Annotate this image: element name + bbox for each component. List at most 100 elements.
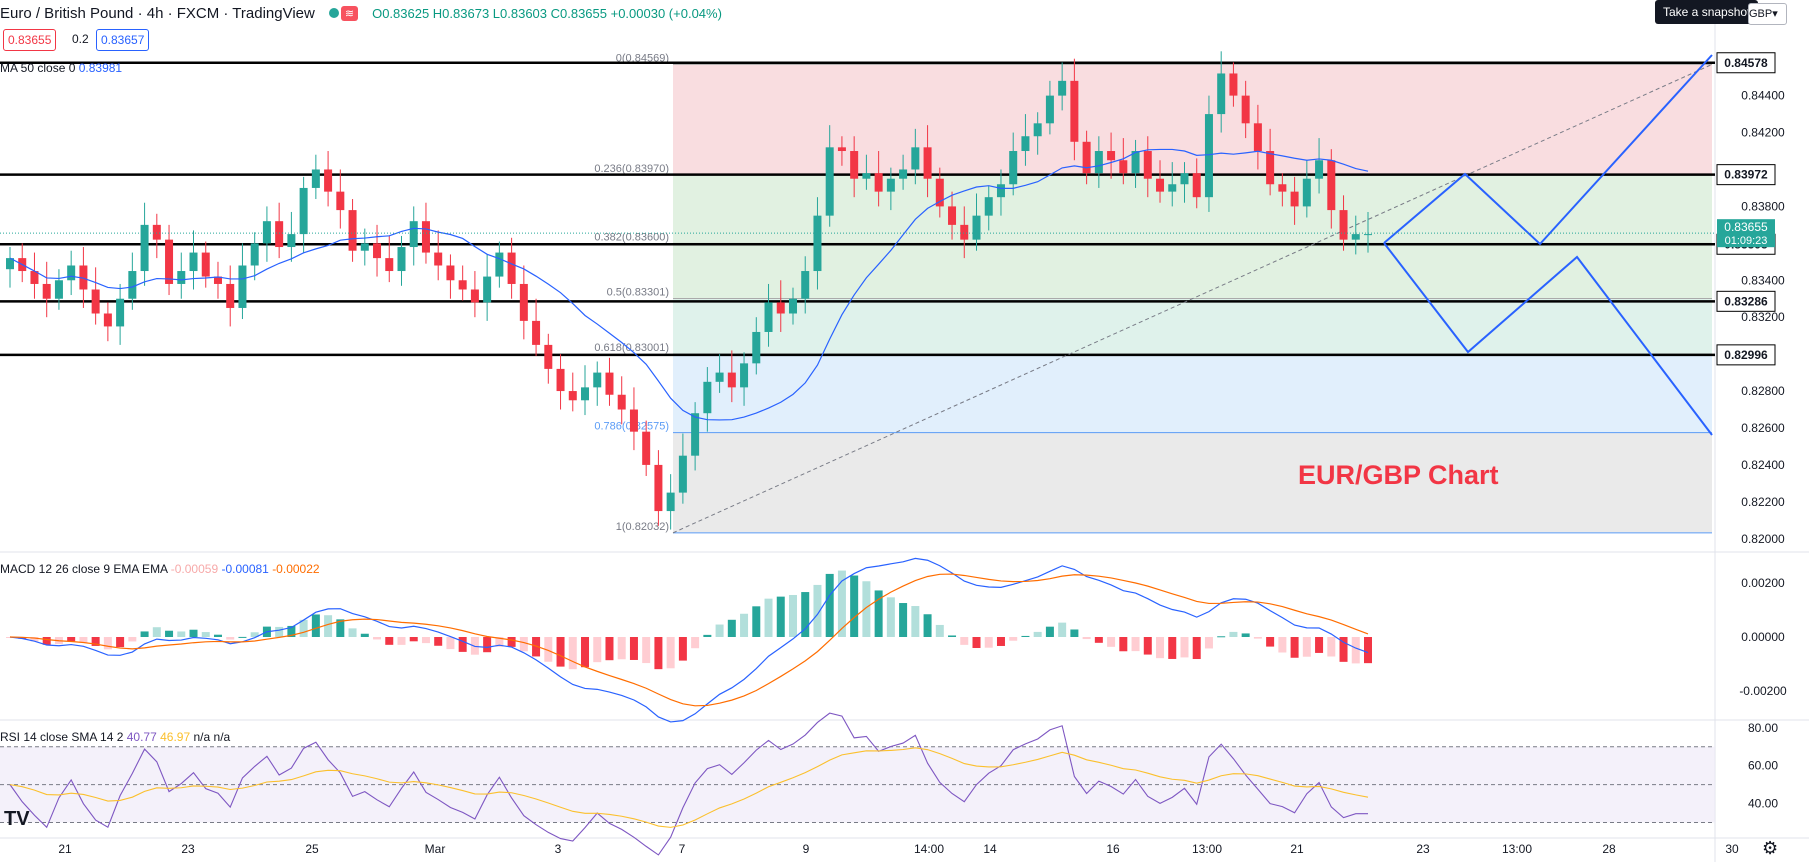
candle-body xyxy=(1266,151,1275,185)
macd-signal-value: -0.00022 xyxy=(272,562,320,576)
macd-histogram-bar xyxy=(201,632,210,637)
candle-body xyxy=(54,280,63,299)
macd-histogram-bar xyxy=(996,637,1005,646)
candle-body xyxy=(1364,234,1372,236)
macd-histogram-bar xyxy=(91,637,100,646)
macd-histogram-bar xyxy=(1180,637,1189,658)
candle-body xyxy=(1351,234,1360,240)
candle-body xyxy=(727,372,736,388)
candle-body xyxy=(1107,151,1116,161)
candle-body xyxy=(1021,136,1030,152)
candle-body xyxy=(1033,123,1042,137)
ma-legend[interactable]: MA 50 close 0 0.83981 xyxy=(0,61,122,75)
macd-histogram-bar xyxy=(1266,637,1275,647)
candle-body xyxy=(1302,178,1311,207)
currency-select[interactable]: GBP▾ xyxy=(1748,3,1787,25)
macd-histogram-bar xyxy=(813,584,822,637)
rsi-value: 40.77 xyxy=(126,730,157,744)
candle-body xyxy=(1192,173,1201,198)
level-tag xyxy=(1716,164,1776,186)
candle-body xyxy=(287,234,296,248)
macd-histogram-bar xyxy=(1082,637,1091,640)
candle-body xyxy=(911,147,920,170)
rsi-sma-value: 46.97 xyxy=(160,730,191,744)
candle-body xyxy=(568,391,577,401)
candle-body xyxy=(1156,178,1165,192)
macd-histogram-bar xyxy=(287,625,296,637)
candle-body xyxy=(862,173,871,179)
macd-histogram-bar xyxy=(801,592,810,637)
candle-body xyxy=(458,280,467,290)
macd-legend[interactable]: MACD 12 26 close 9 EMA EMA -0.00059 -0.0… xyxy=(0,562,320,576)
candle-body xyxy=(1143,151,1152,179)
macd-histogram-bar xyxy=(678,637,687,661)
rsi-legend[interactable]: RSI 14 close SMA 14 2 40.77 46.97 n/a n/… xyxy=(0,730,230,744)
projection-line-bearish xyxy=(1383,242,1713,436)
gear-icon[interactable]: ⚙ xyxy=(1762,838,1779,858)
ma-line xyxy=(9,148,1369,421)
level-tag xyxy=(1716,290,1776,312)
macd-histogram-bar xyxy=(740,613,749,637)
candle-body xyxy=(654,464,663,512)
tradingview-logo-icon[interactable]: TV xyxy=(4,808,30,830)
candle-body xyxy=(801,271,810,299)
macd-histogram-bar xyxy=(1290,637,1299,658)
price-tick: 0.83200 xyxy=(1741,310,1785,324)
macd-histogram-bar xyxy=(1009,637,1018,641)
fib-label: 0.5(0.83301) xyxy=(607,287,669,299)
candle-body xyxy=(837,147,846,152)
macd-histogram-bar xyxy=(1070,629,1079,637)
rsi-na: n/a n/a xyxy=(193,730,231,744)
candle-body xyxy=(397,247,406,272)
macd-histogram-bar xyxy=(250,632,259,637)
price-tick: 0.82400 xyxy=(1741,458,1785,472)
symbol-title[interactable]: Euro / British Pound · 4h · FXCM · Tradi… xyxy=(0,4,315,22)
candle-body xyxy=(923,147,932,179)
macd-histogram-bar xyxy=(348,628,357,637)
macd-histogram-bar xyxy=(666,637,675,669)
time-label: 23 xyxy=(1416,842,1430,856)
macd-histogram-bar xyxy=(446,637,455,650)
candle-body xyxy=(788,298,797,314)
macd-histogram-bar xyxy=(67,637,76,642)
candle-body xyxy=(1082,141,1091,174)
macd-histogram-bar xyxy=(911,606,920,637)
macd-histogram-bar xyxy=(837,570,846,637)
candle-body xyxy=(1241,95,1250,124)
level-tag-text: 0.83286 xyxy=(1724,294,1768,308)
macd-histogram-bar xyxy=(1278,637,1287,653)
macd-histogram-bar xyxy=(532,637,541,657)
macd-histogram-bar xyxy=(593,637,602,663)
macd-histogram-bar xyxy=(703,634,712,637)
candle-body xyxy=(250,243,259,266)
candle-body xyxy=(960,224,969,240)
candle-body xyxy=(1327,160,1336,211)
macd-histogram-bar xyxy=(299,619,308,637)
level-tag-text: 0.83972 xyxy=(1724,168,1768,182)
candle-body xyxy=(373,243,382,259)
macd-histogram-bar xyxy=(1033,631,1042,637)
candle-body xyxy=(446,265,455,281)
candle-body xyxy=(311,169,320,188)
candle-body xyxy=(238,265,247,308)
candle-body xyxy=(519,283,528,321)
bid-price-button[interactable]: 0.83655 xyxy=(3,29,57,51)
candle-body xyxy=(226,283,235,308)
flag-icon[interactable]: ≋ xyxy=(340,5,359,21)
ask-price-button[interactable]: 0.83657 xyxy=(96,29,150,51)
price-tick: 0.83800 xyxy=(1741,199,1785,213)
candle-body xyxy=(678,455,687,493)
macd-tick: 0.00200 xyxy=(1741,576,1785,590)
macd-histogram-bar xyxy=(189,629,198,637)
market-status-icon xyxy=(328,8,339,18)
macd-histogram-bar xyxy=(519,637,528,652)
macd-histogram-bar xyxy=(275,626,284,637)
macd-histogram-bar xyxy=(1229,631,1238,637)
candle-body xyxy=(201,252,210,277)
macd-histogram-bar xyxy=(311,614,320,637)
macd-histogram-bar xyxy=(629,637,638,660)
macd-histogram-bar xyxy=(1253,637,1262,639)
time-label: Mar xyxy=(425,842,446,856)
countdown-text: 01:09:23 xyxy=(1725,235,1768,247)
